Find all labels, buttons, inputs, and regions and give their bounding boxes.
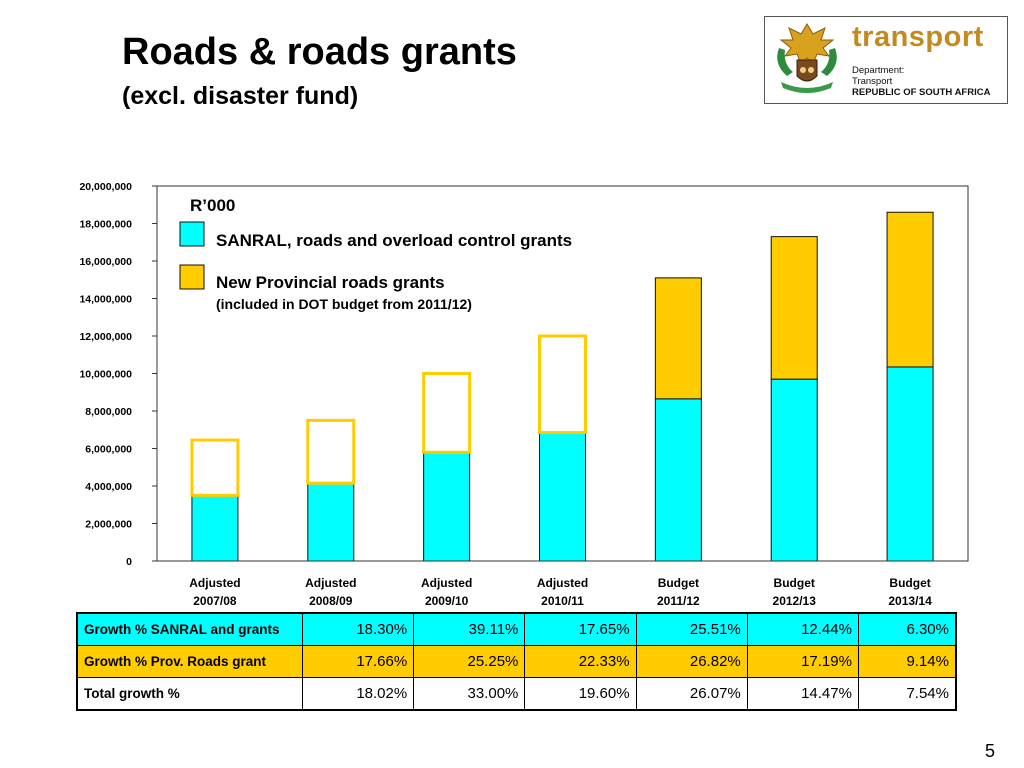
table-cell: 33.00%	[413, 677, 526, 711]
y-tick-label: 20,000,000	[79, 181, 132, 193]
table-cell: 7.54%	[857, 677, 957, 711]
legend-swatch-provincial	[179, 264, 205, 290]
x-category-label: Budget	[658, 576, 699, 590]
table-row-provincial-growth: Growth % Prov. Roads grant 17.66% 25.25%…	[76, 645, 957, 678]
table-cell: 26.82%	[635, 645, 748, 678]
logo-wordmark: transport	[852, 21, 984, 53]
bar-provincial	[886, 211, 934, 368]
plot-area-border	[156, 185, 969, 562]
logo-line-1: Department:	[852, 65, 905, 76]
y-tick-label: 14,000,000	[79, 294, 132, 306]
logo-line-2: Transport	[852, 76, 893, 87]
x-category-year: 2010/11	[541, 594, 584, 608]
table-cell: 14.47%	[746, 677, 859, 711]
x-category-year: 2007/08	[193, 594, 237, 608]
bar-provincial-outline	[190, 438, 240, 497]
bar-provincial	[770, 236, 818, 380]
table-cell: 25.25%	[413, 645, 526, 678]
y-tick-label: 10,000,000	[79, 369, 132, 381]
coat-of-arms-icon	[777, 23, 837, 93]
y-tick-label: 8,000,000	[85, 406, 132, 418]
bar-sanral	[654, 398, 702, 562]
y-tick-label: 12,000,000	[79, 331, 132, 343]
unit-label: R’000	[190, 196, 235, 215]
x-category-label: Adjusted	[189, 576, 240, 590]
bar-sanral	[307, 482, 355, 562]
x-category-year: 2009/10	[425, 594, 469, 608]
logo-department-text: Department: Transport REPUBLIC OF SOUTH …	[852, 65, 990, 98]
x-category-year: 2008/09	[309, 594, 353, 608]
table-cell: 18.30%	[301, 612, 415, 646]
bar-provincial-outline	[538, 334, 587, 435]
row-label: Total growth %	[76, 677, 303, 711]
table-cell: 19.60%	[524, 677, 637, 711]
logo-line-3: REPUBLIC OF SOUTH AFRICA	[852, 87, 991, 98]
table-cell: 6.30%	[857, 612, 957, 646]
table-cell: 17.66%	[301, 645, 415, 678]
table-cell: 22.33%	[524, 645, 637, 678]
legend: R’000 SANRAL, roads and overload control…	[179, 196, 572, 312]
table-cell: 17.65%	[524, 612, 637, 646]
slide-subtitle: (excl. disaster fund)	[122, 82, 359, 110]
growth-table: Growth % SANRAL and grants 18.30% 39.11%…	[76, 612, 957, 711]
slide-title: Roads & roads grants	[122, 31, 517, 73]
table-cell: 12.44%	[746, 612, 859, 646]
bar-provincial-outline	[422, 372, 472, 454]
y-tick-label: 0	[126, 556, 132, 568]
legend-label-provincial: New Provincial roads grants	[216, 273, 445, 292]
x-category-year: 2013/14	[888, 594, 932, 608]
y-tick-label: 6,000,000	[85, 444, 132, 456]
y-tick-label: 2,000,000	[85, 519, 132, 531]
table-row-total-growth: Total growth % 18.02% 33.00% 19.60% 26.0…	[76, 677, 957, 711]
y-tick-label: 4,000,000	[85, 481, 132, 493]
table-cell: 18.02%	[301, 677, 415, 711]
y-axis: 0 2,000,000 4,000,000 6,000,000 8,000,000 10,…	[79, 181, 157, 568]
x-category-year: 2011/12	[657, 594, 700, 608]
bar-sanral	[539, 432, 586, 562]
table-cell: 17.19%	[746, 645, 859, 678]
x-category-label: Adjusted	[537, 576, 588, 590]
x-category-label: Adjusted	[421, 576, 472, 590]
x-axis-labels: Adjusted 2007/08 Adjusted 2008/09 Adjusted 20…	[189, 576, 932, 608]
page-number: 5	[985, 741, 996, 761]
table-cell: 39.11%	[413, 612, 526, 646]
bar-sanral	[770, 378, 818, 562]
x-category-year: 2012/13	[773, 594, 817, 608]
table-cell: 25.51%	[635, 612, 748, 646]
table-cell: 26.07%	[635, 677, 748, 711]
x-category-label: Budget	[889, 576, 930, 590]
bar-provincial	[654, 277, 702, 400]
bars	[190, 211, 934, 562]
legend-label-sanral: SANRAL, roads and overload control grant…	[216, 231, 572, 250]
bar-sanral	[423, 451, 471, 562]
y-tick-label: 18,000,000	[79, 219, 132, 231]
legend-note-provincial: (included in DOT budget from 2011/12)	[216, 296, 472, 312]
table-cell: 9.14%	[857, 645, 957, 678]
row-label: Growth % Prov. Roads grant	[76, 645, 303, 678]
bar-provincial-outline	[306, 418, 356, 485]
legend-swatch-sanral	[179, 221, 205, 247]
x-category-label: Budget	[774, 576, 815, 590]
bar-sanral	[191, 494, 239, 562]
bar-sanral	[886, 366, 934, 562]
x-category-label: Adjusted	[305, 576, 356, 590]
department-logo: transport Department: Transport REPUBLIC…	[764, 16, 1008, 104]
y-tick-label: 16,000,000	[79, 256, 132, 268]
row-label: Growth % SANRAL and grants	[76, 612, 303, 646]
stacked-bar-chart: 0 2,000,000 4,000,000 6,000,000 8,000,000 10,…	[79, 181, 969, 608]
table-row-sanral-growth: Growth % SANRAL and grants 18.30% 39.11%…	[76, 612, 957, 646]
